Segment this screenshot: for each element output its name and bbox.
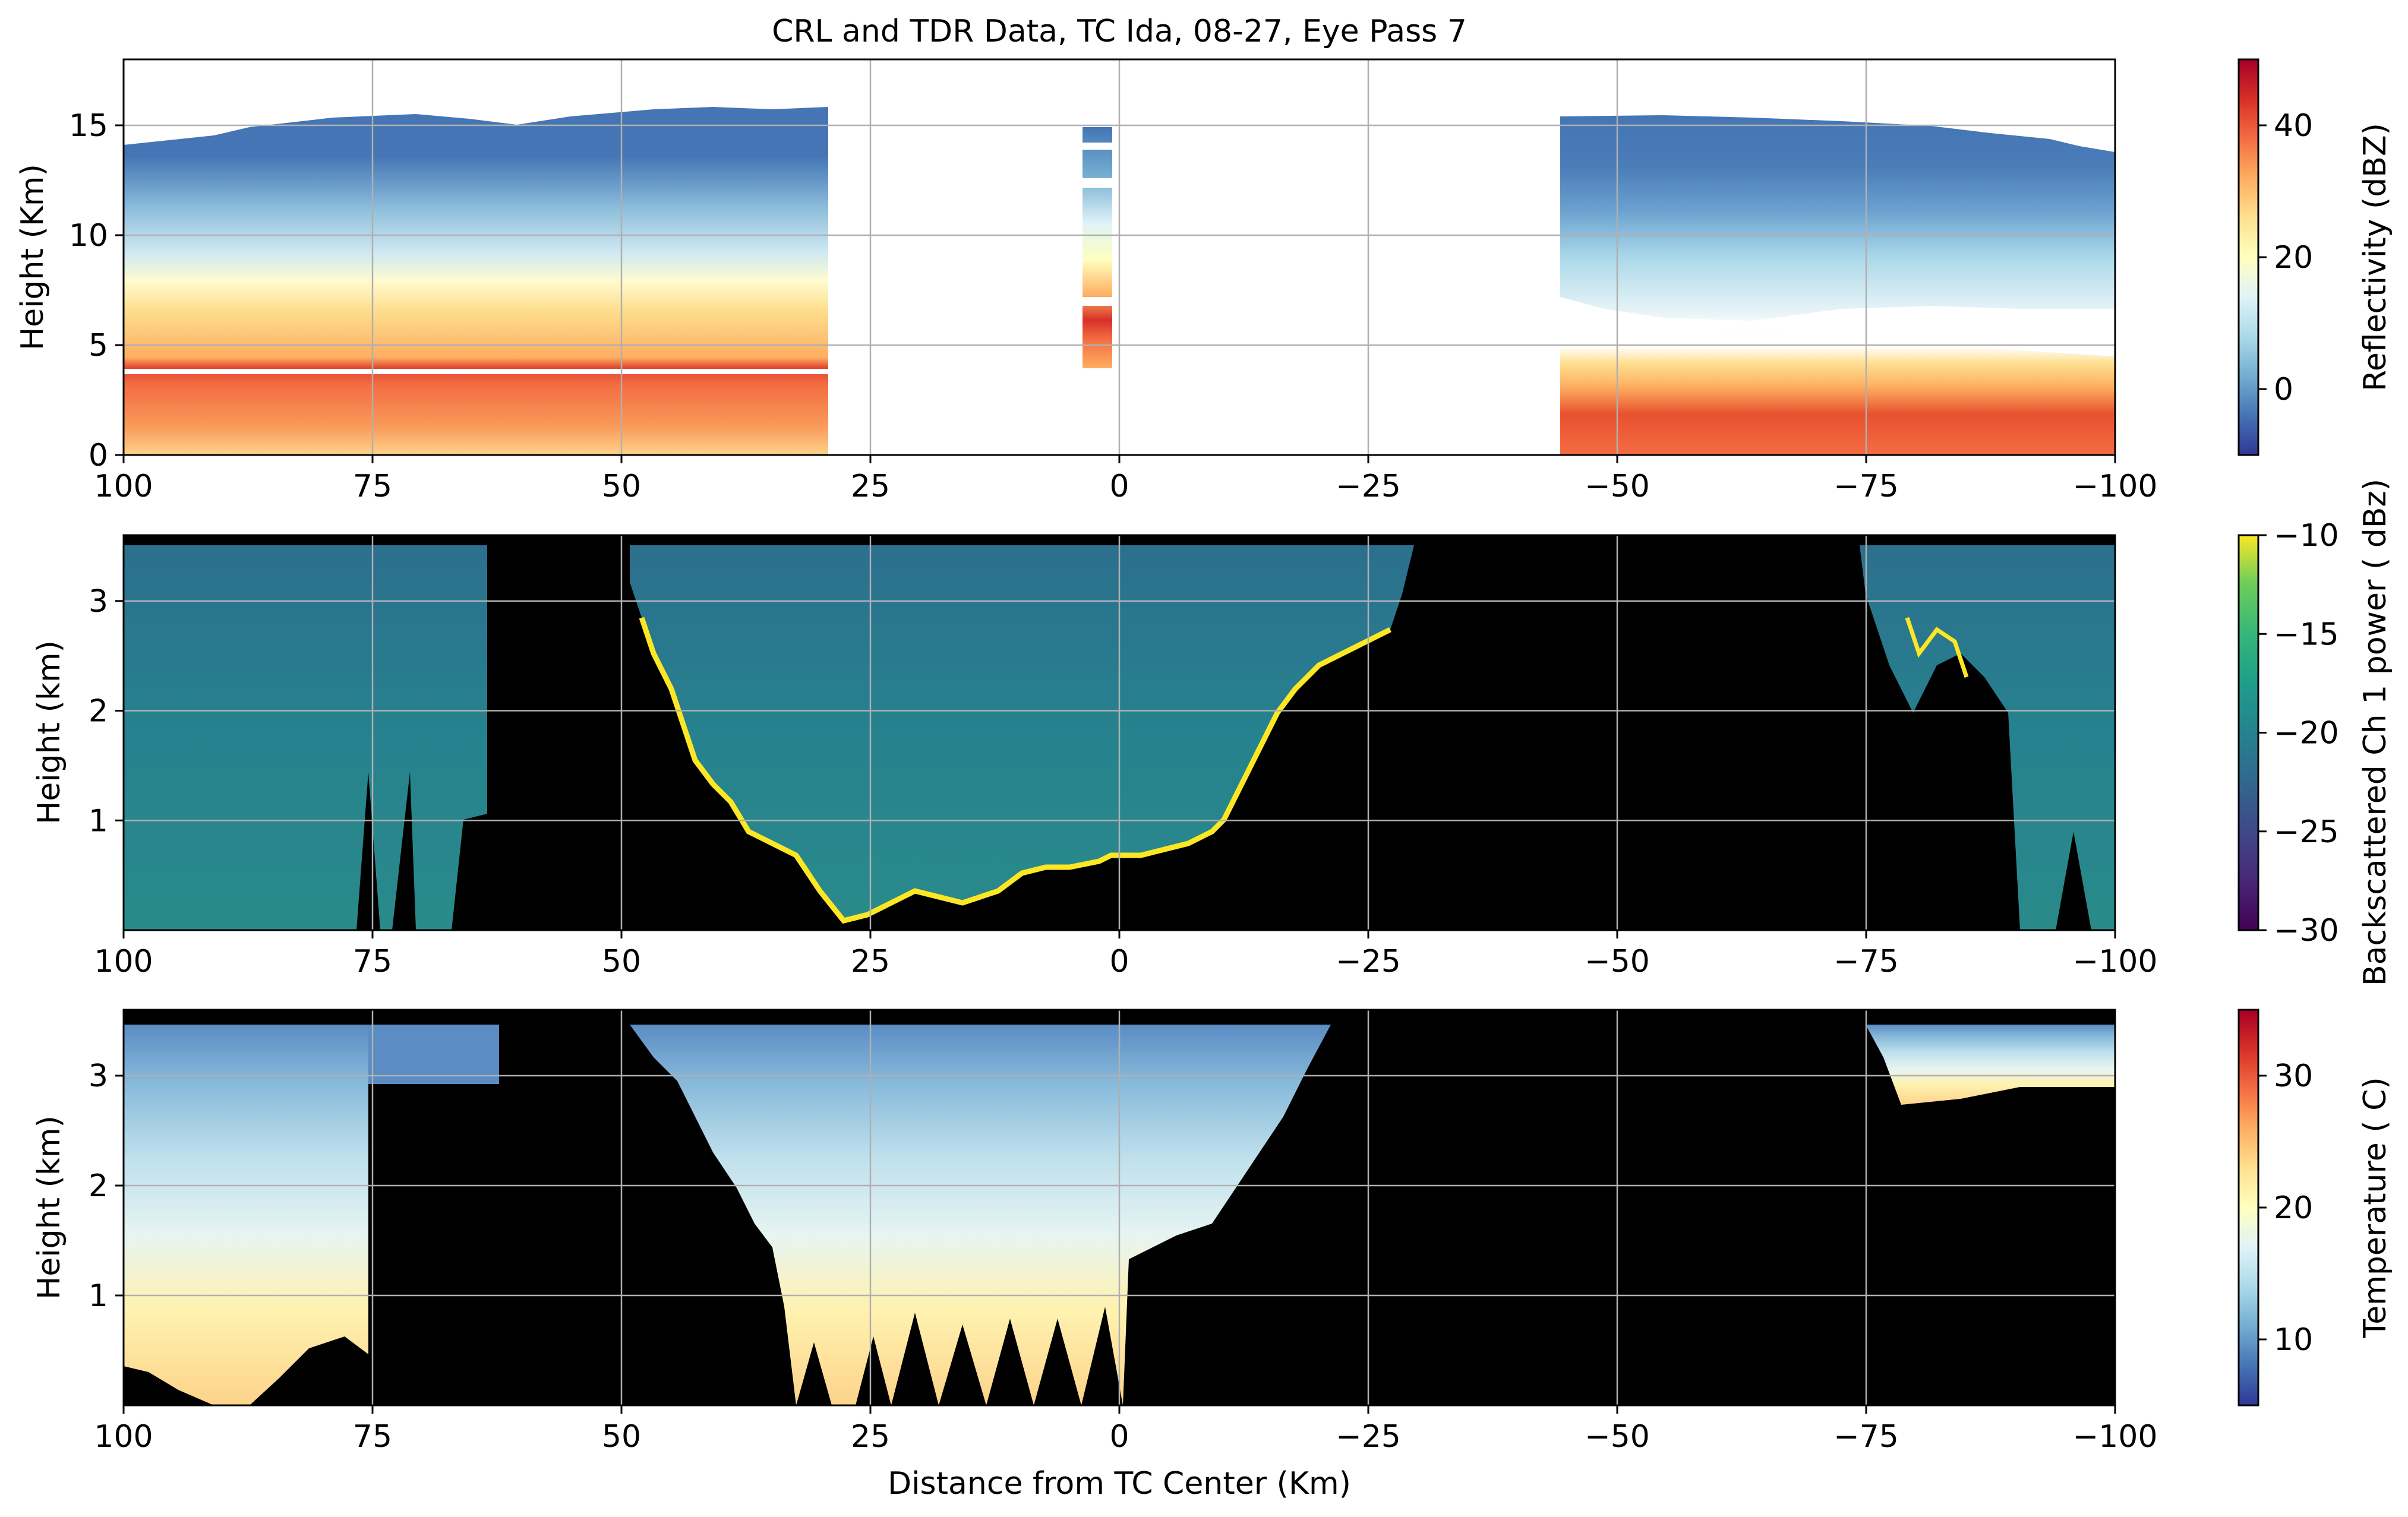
x-tick-label: 75 <box>353 1419 392 1455</box>
colorbar-tick-label: −10 <box>2274 518 2339 554</box>
x-tick-label: 75 <box>353 944 392 979</box>
reflectivity-region-left <box>124 107 828 455</box>
y-tick-label: 1 <box>89 1278 108 1314</box>
y-tick-label: 1 <box>89 803 108 839</box>
colorbar-tick-label: −15 <box>2274 617 2339 652</box>
colorbar <box>2237 534 2259 931</box>
backscatter-region-left <box>124 545 487 930</box>
reflectivity-gap <box>1083 143 1112 150</box>
reflectivity-dry-slot <box>1560 297 2115 356</box>
x-tick-label: 50 <box>602 1419 641 1455</box>
colorbar-tick-label: 30 <box>2274 1058 2313 1094</box>
x-tick-label: −25 <box>1336 469 1401 504</box>
temperature-region-left <box>124 1025 368 1405</box>
reflectivity-gap <box>1083 178 1112 188</box>
x-tick-label: 100 <box>94 944 153 979</box>
reflectivity-region-right <box>1560 115 2115 455</box>
x-tick-label: −75 <box>1833 1419 1899 1455</box>
y-ticks: 1 2 3 <box>89 584 124 839</box>
y-tick-label: 0 <box>89 438 108 473</box>
colorbar-tick-label: 40 <box>2274 108 2313 144</box>
colorbar-label: Temperature ( C) <box>2357 1077 2393 1338</box>
colorbar <box>2237 58 2259 456</box>
x-tick-label: 100 <box>94 469 153 504</box>
x-tick-label: −25 <box>1336 944 1401 979</box>
x-tick-label: 25 <box>851 469 890 504</box>
reflectivity-gap <box>1083 297 1112 306</box>
y-axis-label: Height (km) <box>31 640 67 824</box>
y-tick-label: 3 <box>89 584 108 620</box>
x-tick-label: 0 <box>1109 469 1129 504</box>
colorbar-ticks: −10 −15 −20 −25 −30 <box>2258 518 2339 949</box>
y-tick-label: 10 <box>69 218 108 254</box>
x-tick-label: 25 <box>851 1419 890 1455</box>
x-tick-label: 0 <box>1109 944 1129 979</box>
x-tick-label: 50 <box>602 469 641 504</box>
y-axis-label: Height (Km) <box>15 164 51 350</box>
colorbar-ticks: 10 20 30 <box>2258 1058 2313 1358</box>
x-axis-label: Distance from TC Center (Km) <box>888 1466 1351 1502</box>
x-tick-label: 25 <box>851 944 890 979</box>
panel-reflectivity: 100 75 50 25 0 −25 −50 −75 −100 0 5 10 15 Height (K… <box>15 58 2157 504</box>
chart-title: CRL and TDR Data, TC Ida, 08-27, Eye Pas… <box>772 14 1467 49</box>
colorbar-label: Backscattered Ch 1 power ( dBz) <box>2357 479 2393 986</box>
temperature-region-right <box>1866 1025 2115 1105</box>
colorbar-tick-label: 20 <box>2274 1190 2313 1226</box>
x-tick-label: −25 <box>1336 1419 1401 1455</box>
y-axis-label: Height (km) <box>31 1115 67 1300</box>
x-tick-label: −75 <box>1833 944 1899 979</box>
x-tick-label: 50 <box>602 944 641 979</box>
backscatter-region-center <box>630 545 1414 921</box>
colorbar-tick-label: −30 <box>2274 913 2339 949</box>
y-tick-label: 2 <box>89 1168 108 1204</box>
x-tick-label: 75 <box>353 469 392 504</box>
reflectivity-segment-eye <box>1083 127 1112 368</box>
temperature-region-left-top <box>368 1025 499 1084</box>
x-tick-label: −50 <box>1585 944 1650 979</box>
colorbar-label: Reflectivity (dBZ) <box>2357 123 2393 391</box>
panel-backscatter: 100 75 50 25 0 −25 −50 −75 −100 1 2 3 Height (km) <box>31 534 2157 979</box>
x-ticks: 100 75 50 25 0 −25 −50 −75 −100 <box>94 455 2157 504</box>
colorbar <box>2237 1009 2259 1407</box>
y-ticks: 1 2 3 <box>89 1058 124 1314</box>
x-tick-label: −75 <box>1833 469 1899 504</box>
x-tick-label: 0 <box>1109 1419 1129 1455</box>
y-ticks: 0 5 10 15 <box>69 108 124 473</box>
x-tick-label: 100 <box>94 1419 153 1455</box>
y-tick-label: 15 <box>69 108 108 144</box>
x-tick-label: −100 <box>2073 944 2158 979</box>
backscatter-region-right <box>1860 545 2115 930</box>
y-tick-label: 3 <box>89 1058 108 1094</box>
colorbar-backscatter: −10 −15 −20 −25 −30 Backscattered Ch 1 power… <box>2237 479 2393 986</box>
x-ticks: 100 75 50 25 0 −25 −50 −75 −100 <box>94 1405 2157 1455</box>
colorbar-reflectivity: 0 20 40 Reflectivity (dBZ) <box>2237 58 2393 456</box>
colorbar-temperature: 10 20 30 Temperature ( C) <box>2237 1009 2393 1407</box>
colorbar-tick-label: 10 <box>2274 1322 2313 1358</box>
colorbar-tick-label: −25 <box>2274 814 2339 850</box>
reflectivity-gap <box>124 369 828 374</box>
temperature-region-center <box>630 1025 1331 1405</box>
backscatter-cloud-edge <box>639 617 1392 924</box>
colorbar-ticks: 0 20 40 <box>2258 108 2313 407</box>
colorbar-tick-label: 20 <box>2274 240 2313 276</box>
x-tick-label: −100 <box>2073 1419 2158 1455</box>
x-ticks: 100 75 50 25 0 −25 −50 −75 −100 <box>94 930 2157 979</box>
x-tick-label: −50 <box>1585 469 1650 504</box>
panel-temperature: 100 75 50 25 0 −25 −50 −75 −100 123 Height (km) … <box>31 1009 2157 1502</box>
y-tick-label: 2 <box>89 694 108 729</box>
y-tick-label: 5 <box>89 328 108 364</box>
x-tick-label: −50 <box>1585 1419 1650 1455</box>
backscatter-cloud-edge <box>1905 617 1969 678</box>
colorbar-tick-label: −20 <box>2274 716 2339 751</box>
x-tick-label: −100 <box>2073 469 2158 504</box>
colorbar-tick-label: 0 <box>2274 372 2293 407</box>
